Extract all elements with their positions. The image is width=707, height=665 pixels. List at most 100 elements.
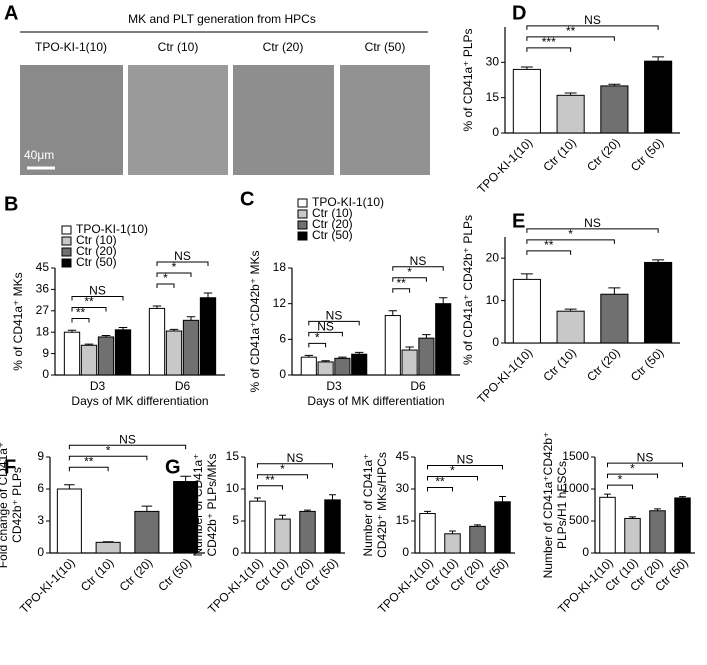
significance-label: ** — [84, 295, 94, 309]
significance-label: ** — [265, 473, 275, 487]
bar — [148, 307, 166, 376]
y-axis-label: Number of CD41a⁺ — [361, 453, 375, 556]
legend-swatch — [61, 247, 72, 257]
significance-label: * — [280, 462, 285, 476]
error-bar — [338, 356, 347, 359]
bar — [95, 541, 121, 554]
error-bar — [449, 530, 456, 534]
y-tick-label: 30 — [396, 481, 410, 495]
significance-label: NS — [89, 284, 106, 298]
y-axis-label: CD42b⁺ MKs/HPCs — [375, 452, 389, 558]
error-bar — [608, 287, 621, 295]
significance-bracket — [607, 473, 658, 479]
y-tick-label: 0 — [42, 367, 49, 381]
legend-label: Ctr (20) — [76, 244, 117, 258]
error-bar — [186, 316, 196, 321]
bar — [624, 517, 641, 554]
panel-letter: A — [4, 2, 18, 24]
significance-bracket — [257, 474, 308, 479]
y-tick-label: 10 — [486, 293, 500, 307]
y-axis-label: % of CD41a⁺CD42b⁺ MKs — [248, 250, 262, 392]
micrographs — [20, 65, 430, 175]
significance-bracket — [68, 455, 148, 461]
y-axis-label: Number of CD41a⁺CD42b⁺ — [541, 432, 555, 579]
significance-bracket — [526, 228, 659, 233]
x-tick-label: Ctr (10) — [78, 555, 117, 594]
x-axis-label: Days of MK differentiation — [307, 394, 444, 408]
micrograph — [340, 65, 430, 175]
x-tick-label: Ctr (20) — [584, 135, 623, 174]
error-bar — [67, 329, 77, 333]
error-bar — [499, 495, 506, 502]
y-tick-label: 27 — [36, 303, 50, 317]
y-tick-label: 9 — [42, 346, 49, 360]
significance-bracket — [308, 342, 327, 348]
significance-bracket — [156, 272, 192, 277]
legend-swatch — [61, 258, 72, 268]
error-bar — [279, 514, 286, 520]
legend-label: Ctr (50) — [312, 228, 353, 242]
significance-label: * — [630, 461, 635, 475]
significance-bracket — [526, 25, 659, 30]
y-tick-label: 6 — [279, 332, 286, 346]
bar — [351, 353, 368, 376]
y-tick-label: 1500 — [562, 449, 589, 463]
y-axis-label: CD42b⁺ PLPs/MKs — [205, 453, 219, 556]
bar — [334, 357, 351, 376]
legend-label: Ctr (10) — [312, 206, 353, 220]
significance-label: * — [450, 464, 455, 478]
significance-label: * — [106, 443, 111, 457]
significance-bracket — [257, 463, 333, 468]
y-tick-label: 0 — [37, 545, 44, 559]
error-bar — [654, 508, 661, 511]
y-axis-label: PLPs/H1 hESCs — [555, 461, 569, 549]
y-tick-label: 45 — [36, 260, 50, 274]
error-bar — [564, 308, 577, 312]
bar — [444, 533, 461, 554]
y-tick-label: 0 — [232, 545, 239, 559]
y-axis-label: CD42b⁺ PLPs — [10, 467, 24, 543]
error-bar — [520, 66, 533, 70]
significance-label: NS — [584, 216, 601, 230]
y-tick-label: 15 — [226, 449, 240, 463]
y-tick-label: 15 — [486, 90, 500, 104]
significance-bracket — [392, 288, 411, 293]
bar — [401, 349, 418, 376]
y-tick-label: 5 — [232, 513, 239, 527]
significance-label: ** — [544, 238, 554, 252]
x-tick-label: Ctr (50) — [628, 135, 667, 174]
significance-label: NS — [457, 453, 474, 467]
bar — [165, 330, 183, 376]
bar — [599, 496, 616, 554]
panel-letter: C — [240, 188, 254, 210]
significance-bracket — [68, 466, 109, 472]
bar — [649, 510, 666, 554]
significance-label: NS — [326, 309, 343, 323]
y-axis-label: % of CD41a⁺ PLPs — [461, 28, 475, 131]
significance-label: ** — [397, 276, 407, 290]
y-tick-label: 0 — [492, 125, 499, 139]
significance-bracket — [68, 444, 187, 450]
x-tick-label: D3 — [90, 379, 106, 393]
legend-label: Ctr (50) — [76, 255, 117, 269]
bar — [600, 293, 629, 344]
significance-label: NS — [119, 432, 136, 446]
bar — [300, 356, 317, 376]
error-bar — [141, 505, 153, 512]
y-tick-label: 20 — [486, 250, 500, 264]
bar — [56, 488, 82, 554]
significance-label: NS — [287, 451, 304, 465]
y-axis-label: % of CD41a⁺ CD42b⁺ PLPs — [461, 215, 475, 365]
error-bar — [321, 360, 330, 362]
bar — [556, 94, 585, 134]
panel-letter: B — [4, 193, 18, 215]
legend-label: Ctr (20) — [312, 217, 353, 231]
x-tick-label: D6 — [410, 379, 426, 393]
error-bar — [118, 326, 128, 330]
error-bar — [474, 524, 481, 527]
significance-bracket — [526, 36, 615, 41]
significance-label: ** — [435, 475, 445, 489]
bar — [63, 331, 81, 376]
bar — [512, 68, 541, 134]
